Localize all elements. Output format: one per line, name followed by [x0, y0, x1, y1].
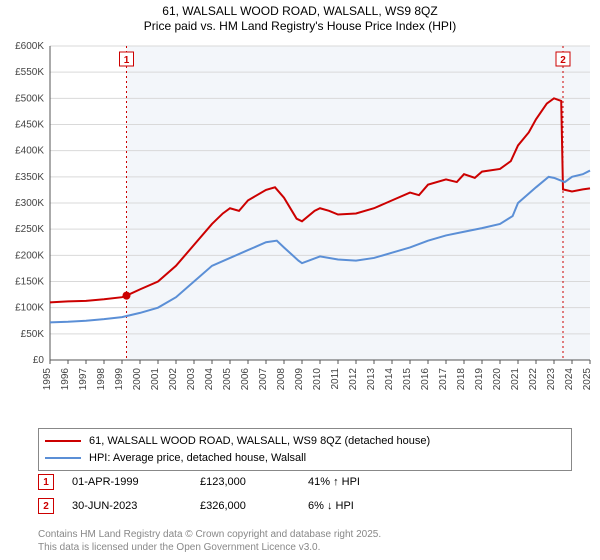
- svg-text:£350K: £350K: [15, 172, 44, 183]
- event-row: 2 30-JUN-2023 £326,000 6% ↓ HPI: [38, 494, 558, 518]
- svg-text:2021: 2021: [510, 368, 521, 391]
- svg-text:2019: 2019: [474, 368, 485, 391]
- footer-line-2: This data is licensed under the Open Gov…: [38, 542, 558, 555]
- svg-text:2003: 2003: [186, 368, 197, 391]
- svg-text:£150K: £150K: [15, 277, 44, 288]
- event-delta: 41% ↑ HPI: [308, 476, 418, 488]
- svg-text:1998: 1998: [96, 368, 107, 391]
- chart-title: 61, WALSALL WOOD ROAD, WALSALL, WS9 8QZ …: [0, 0, 600, 34]
- event-date: 30-JUN-2023: [72, 500, 182, 512]
- svg-text:2010: 2010: [312, 368, 323, 391]
- legend-swatch-1: [45, 440, 81, 442]
- svg-text:2015: 2015: [402, 368, 413, 391]
- svg-text:£550K: £550K: [15, 67, 44, 78]
- svg-text:2000: 2000: [132, 368, 143, 391]
- svg-text:2017: 2017: [438, 368, 449, 391]
- event-price: £326,000: [200, 500, 290, 512]
- event-date: 01-APR-1999: [72, 476, 182, 488]
- legend-swatch-2: [45, 457, 81, 459]
- svg-text:2002: 2002: [168, 368, 179, 391]
- svg-text:2016: 2016: [420, 368, 431, 391]
- svg-text:2008: 2008: [276, 368, 287, 391]
- title-line-1: 61, WALSALL WOOD ROAD, WALSALL, WS9 8QZ: [0, 4, 600, 19]
- svg-text:2013: 2013: [366, 368, 377, 391]
- footer: Contains HM Land Registry data © Crown c…: [38, 529, 558, 554]
- legend: 61, WALSALL WOOD ROAD, WALSALL, WS9 8QZ …: [38, 428, 572, 471]
- event-price: £123,000: [200, 476, 290, 488]
- event-delta: 6% ↓ HPI: [308, 500, 418, 512]
- svg-text:£400K: £400K: [15, 146, 44, 157]
- svg-text:£50K: £50K: [21, 329, 45, 340]
- footer-line-1: Contains HM Land Registry data © Crown c…: [38, 529, 558, 542]
- svg-text:£0: £0: [33, 355, 45, 366]
- svg-text:£450K: £450K: [15, 120, 44, 131]
- svg-text:£500K: £500K: [15, 93, 44, 104]
- legend-label-2: HPI: Average price, detached house, Wals…: [89, 450, 306, 467]
- svg-text:1996: 1996: [60, 368, 71, 391]
- svg-text:£100K: £100K: [15, 303, 44, 314]
- svg-text:1995: 1995: [42, 368, 53, 391]
- svg-text:1: 1: [124, 55, 130, 66]
- event-marker-2: 2: [38, 498, 54, 514]
- chart-svg: £0 £50K £100K £150K £200K £250K £300K £350K £400…: [2, 40, 598, 420]
- svg-text:2014: 2014: [384, 368, 395, 391]
- svg-text:£250K: £250K: [15, 224, 44, 235]
- svg-text:1999: 1999: [114, 368, 125, 391]
- event-row: 1 01-APR-1999 £123,000 41% ↑ HPI: [38, 470, 558, 494]
- svg-text:2004: 2004: [204, 368, 215, 391]
- svg-text:£600K: £600K: [15, 41, 44, 52]
- svg-text:2007: 2007: [258, 368, 269, 391]
- legend-row: HPI: Average price, detached house, Wals…: [45, 450, 565, 467]
- svg-text:2001: 2001: [150, 368, 161, 391]
- svg-text:2012: 2012: [348, 368, 359, 391]
- svg-text:2009: 2009: [294, 368, 305, 391]
- svg-text:2: 2: [560, 55, 566, 66]
- title-line-2: Price paid vs. HM Land Registry's House …: [0, 19, 600, 34]
- svg-text:2025: 2025: [582, 368, 593, 391]
- legend-row: 61, WALSALL WOOD ROAD, WALSALL, WS9 8QZ …: [45, 433, 565, 450]
- page: 61, WALSALL WOOD ROAD, WALSALL, WS9 8QZ …: [0, 0, 600, 560]
- legend-label-1: 61, WALSALL WOOD ROAD, WALSALL, WS9 8QZ …: [89, 433, 430, 450]
- svg-text:£200K: £200K: [15, 250, 44, 261]
- event-marker-1: 1: [38, 474, 54, 490]
- svg-text:2006: 2006: [240, 368, 251, 391]
- svg-text:2023: 2023: [546, 368, 557, 391]
- svg-text:2018: 2018: [456, 368, 467, 391]
- svg-text:2020: 2020: [492, 368, 503, 391]
- svg-text:2005: 2005: [222, 368, 233, 391]
- event-table: 1 01-APR-1999 £123,000 41% ↑ HPI 2 30-JU…: [38, 470, 558, 518]
- svg-text:1997: 1997: [78, 368, 89, 391]
- svg-text:£300K: £300K: [15, 198, 44, 209]
- chart: £0 £50K £100K £150K £200K £250K £300K £350K £400…: [2, 40, 598, 420]
- svg-text:2011: 2011: [330, 368, 341, 390]
- svg-text:2022: 2022: [528, 368, 539, 391]
- svg-text:2024: 2024: [564, 368, 575, 391]
